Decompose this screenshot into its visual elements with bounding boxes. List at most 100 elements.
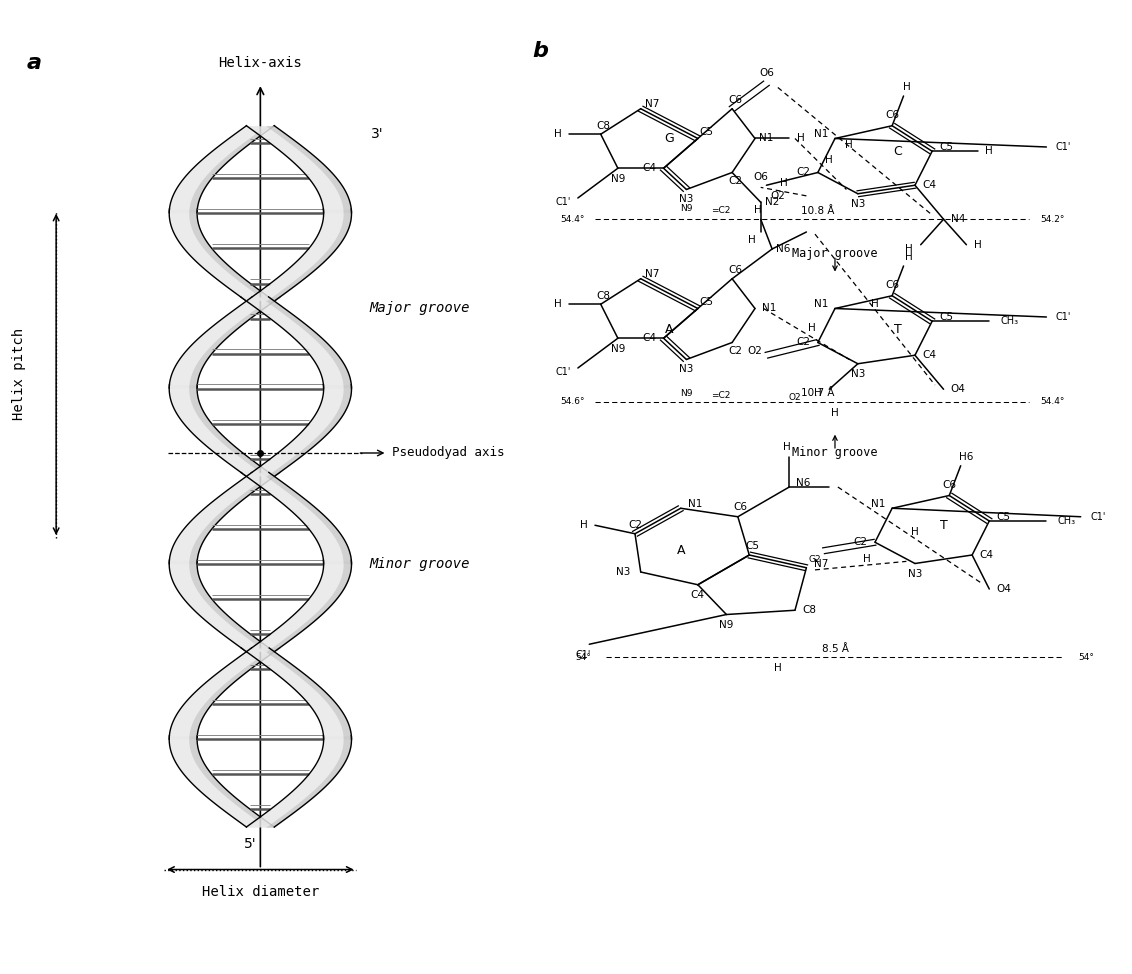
Text: H: H [808, 322, 816, 332]
Text: C6: C6 [885, 281, 899, 290]
Text: C5: C5 [996, 511, 1011, 522]
Text: Helix pitch: Helix pitch [11, 328, 26, 421]
Text: N7: N7 [645, 270, 659, 280]
Text: Minor groove: Minor groove [369, 556, 470, 571]
Text: C2: C2 [728, 346, 741, 356]
Text: C2: C2 [854, 538, 868, 547]
Text: H: H [872, 299, 878, 309]
Text: A: A [677, 544, 685, 557]
Text: H: H [974, 240, 981, 249]
Text: C6: C6 [942, 480, 957, 490]
Text: C5: C5 [745, 541, 760, 550]
Text: H: H [902, 83, 910, 93]
Text: C4: C4 [691, 590, 705, 600]
Text: 8.5 Å: 8.5 Å [822, 644, 848, 654]
Text: C4: C4 [923, 180, 936, 190]
Text: 5': 5' [245, 838, 257, 851]
Text: 54.6°: 54.6° [560, 397, 584, 406]
Text: H: H [774, 662, 782, 673]
Text: O6: O6 [753, 171, 769, 182]
Text: H: H [863, 554, 871, 564]
Text: Major groove: Major groove [369, 302, 470, 316]
Text: a: a [26, 54, 41, 73]
Text: N1: N1 [814, 299, 827, 309]
Text: N1: N1 [760, 133, 773, 143]
Text: O2: O2 [789, 393, 801, 402]
Text: T: T [894, 323, 902, 336]
Text: C5: C5 [940, 312, 953, 322]
Text: H: H [985, 146, 993, 156]
Text: C: C [893, 145, 902, 158]
Text: N3: N3 [679, 364, 694, 374]
Text: CH₃: CH₃ [1001, 317, 1019, 326]
Text: 54.4°: 54.4° [1040, 397, 1064, 406]
Text: N1: N1 [814, 130, 827, 139]
Text: C6: C6 [734, 503, 748, 512]
Text: C1': C1' [556, 367, 572, 377]
Text: O4: O4 [996, 584, 1011, 594]
Text: G: G [664, 132, 675, 145]
Text: H: H [831, 408, 839, 418]
Text: C6: C6 [885, 110, 899, 120]
Text: N9: N9 [680, 389, 693, 398]
Text: N9: N9 [719, 620, 734, 630]
Text: C1': C1' [556, 198, 572, 207]
Text: C2: C2 [728, 176, 741, 186]
Text: Minor groove: Minor groove [792, 446, 877, 460]
Text: C1': C1' [576, 650, 591, 659]
Text: N2: N2 [765, 198, 779, 207]
Text: N1: N1 [762, 304, 777, 314]
Text: N9: N9 [610, 174, 625, 184]
Text: H: H [906, 252, 914, 262]
Text: N3: N3 [850, 369, 865, 379]
Text: H: H [780, 178, 788, 188]
Text: T: T [940, 519, 947, 532]
Text: N3: N3 [850, 200, 865, 209]
Text: H: H [846, 140, 854, 150]
Text: H6: H6 [959, 452, 974, 463]
Text: C5: C5 [700, 128, 713, 137]
Text: O2: O2 [747, 346, 763, 356]
Text: Helix diameter: Helix diameter [201, 885, 319, 899]
Text: N9: N9 [610, 344, 625, 354]
Text: b: b [532, 41, 548, 60]
Text: N1: N1 [688, 499, 702, 509]
Text: C5: C5 [700, 297, 713, 307]
Text: O2: O2 [771, 191, 786, 201]
Text: C6: C6 [728, 265, 741, 276]
Text: Pseudodyad axis: Pseudodyad axis [393, 446, 505, 460]
Text: N1: N1 [871, 499, 885, 509]
Text: C4: C4 [979, 550, 994, 560]
Text: H: H [580, 520, 588, 530]
Text: C8: C8 [803, 605, 816, 616]
Text: C1': C1' [1056, 142, 1071, 152]
Text: N9: N9 [680, 205, 693, 213]
Text: C6: C6 [728, 95, 741, 105]
Text: =C2: =C2 [711, 206, 730, 215]
Text: C2: C2 [797, 168, 811, 177]
Text: Major groove: Major groove [792, 246, 877, 260]
Text: C4: C4 [642, 333, 657, 343]
Text: 54°: 54° [576, 653, 592, 661]
Text: A: A [664, 323, 674, 336]
Text: N3: N3 [617, 567, 631, 577]
Text: =C2: =C2 [711, 392, 730, 400]
Text: H: H [554, 130, 561, 139]
Text: CH₃: CH₃ [1057, 516, 1075, 526]
Text: H: H [825, 155, 833, 165]
Text: N7: N7 [814, 558, 827, 569]
Text: H: H [814, 389, 822, 398]
Text: C2: C2 [797, 338, 811, 348]
Text: H: H [554, 299, 561, 309]
Text: Helix-axis: Helix-axis [218, 56, 302, 70]
Text: N4: N4 [951, 214, 964, 224]
Text: 10.7 Å: 10.7 Å [801, 389, 834, 398]
Text: 54°: 54° [1079, 653, 1095, 661]
Text: C4: C4 [642, 164, 657, 173]
Text: H: H [797, 133, 805, 143]
Text: H: H [911, 527, 919, 537]
Text: 54.4°: 54.4° [560, 214, 584, 224]
Text: C1': C1' [1090, 511, 1106, 522]
Text: N6: N6 [777, 244, 791, 254]
Text: N3: N3 [679, 194, 694, 204]
